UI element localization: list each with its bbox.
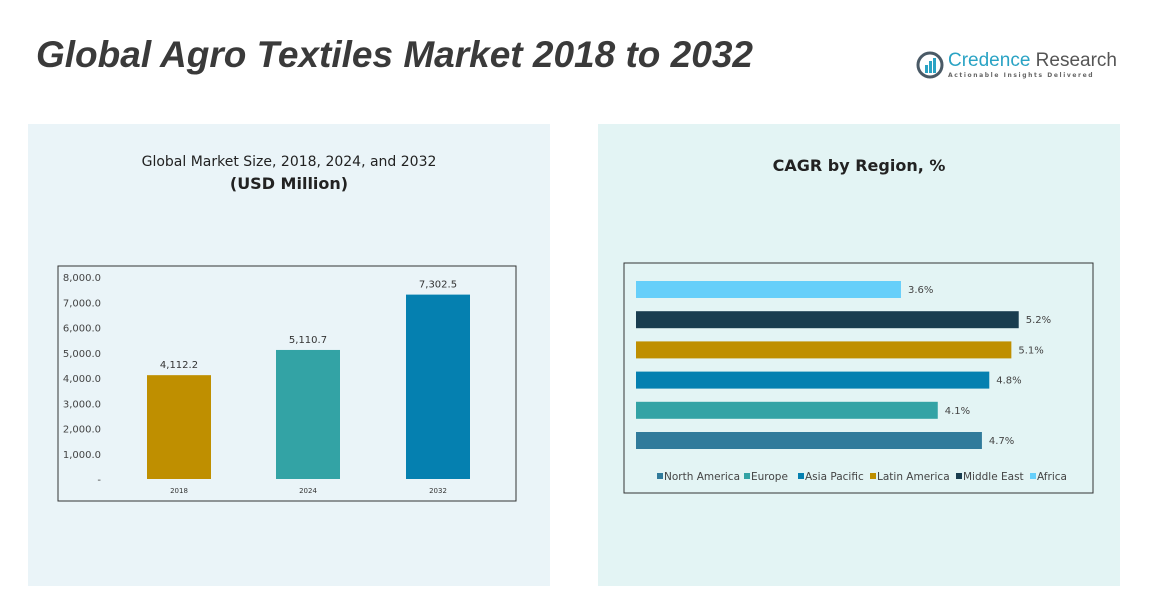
chart1-subtitle: (USD Million) [229, 174, 349, 193]
data-label: 4.7% [989, 436, 1014, 447]
bar-2032 [406, 294, 470, 479]
x-tick-label: 2018 [170, 487, 188, 495]
data-label: 5.1% [1018, 345, 1043, 356]
legend-label: North America [664, 471, 740, 483]
data-label: 5,110.7 [289, 335, 327, 346]
legend-swatch [798, 473, 804, 479]
y-tick-label: 8,000.0 [63, 273, 101, 284]
logo: Credence Research Actionable Insights De… [916, 50, 1117, 79]
legend-swatch [657, 473, 663, 479]
data-label: 4.8% [996, 376, 1021, 387]
bar-asia-pacific [636, 371, 990, 389]
bar-latin-america [636, 341, 1012, 359]
x-tick-label: 2024 [299, 487, 317, 495]
bar-middle-east [636, 311, 1019, 329]
logo-name2: Research [1030, 50, 1117, 71]
y-tick-label: 4,000.0 [63, 374, 101, 385]
legend-swatch [1030, 473, 1036, 479]
legend-swatch [956, 473, 962, 479]
y-tick-label: - [97, 475, 101, 486]
bar-2024 [276, 349, 340, 479]
page-title: Global Agro Textiles Market 2018 to 2032 [36, 34, 753, 75]
logo-name: Credence [948, 50, 1031, 71]
logo-icon [916, 51, 944, 78]
bar-europe [636, 401, 938, 419]
chart2-frame [623, 262, 1094, 494]
y-tick-label: 3,000.0 [63, 399, 101, 410]
legend-label: Asia Pacific [805, 471, 864, 483]
y-tick-label: 5,000.0 [63, 349, 101, 360]
legend-swatch [744, 473, 750, 479]
legend-label: Latin America [877, 471, 950, 483]
bar-2018 [147, 375, 211, 479]
y-tick-label: 6,000.0 [63, 324, 101, 335]
data-label: 7,302.5 [419, 280, 457, 291]
bar-north-america [636, 432, 982, 449]
data-label: 5.2% [1026, 315, 1051, 326]
bar-africa [636, 281, 901, 298]
legend-label: Africa [1037, 471, 1067, 483]
y-tick-label: 1,000.0 [63, 450, 101, 461]
logo-tagline: Actionable Insights Delivered [948, 72, 1095, 79]
data-label: 4.1% [945, 406, 970, 417]
chart2-title: CAGR by Region, % [772, 156, 946, 175]
x-tick-label: 2032 [429, 487, 447, 495]
chart1-frame [57, 265, 517, 502]
legend-swatch [870, 473, 876, 479]
y-tick-label: 7,000.0 [63, 298, 101, 309]
data-label: 4,112.2 [160, 360, 198, 371]
y-tick-label: 2,000.0 [63, 425, 101, 436]
legend-label: Middle East [963, 471, 1024, 483]
chart1-title: Global Market Size, 2018, 2024, and 2032 [141, 154, 437, 170]
legend-label: Europe [751, 471, 788, 483]
data-label: 3.6% [908, 285, 933, 296]
